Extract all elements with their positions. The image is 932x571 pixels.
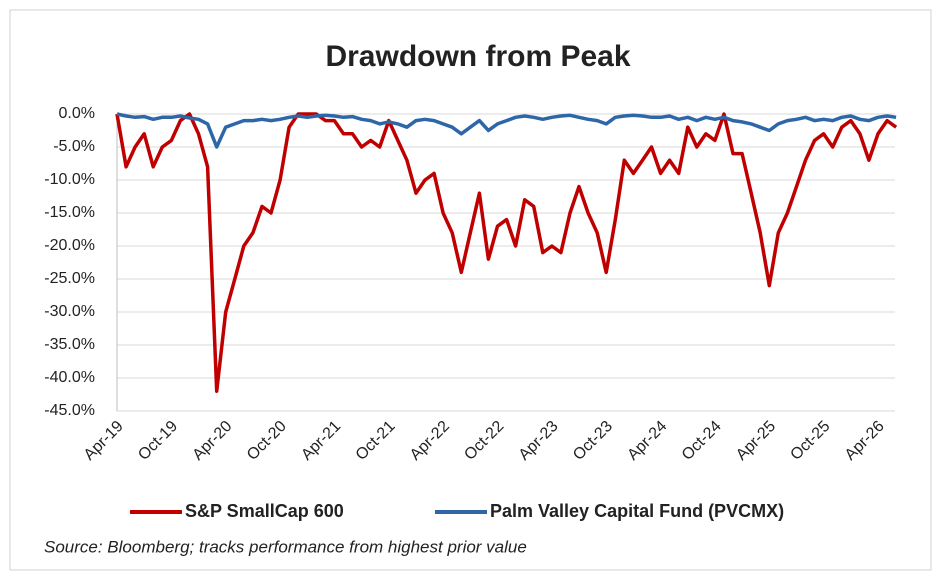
y-tick-label: -40.0% [44, 369, 95, 386]
y-tick-label: 0.0% [59, 105, 95, 122]
series-line [116, 112, 897, 149]
y-tick-label: -10.0% [44, 171, 95, 188]
legend-label: Palm Valley Capital Fund (PVCMX) [490, 501, 784, 521]
y-tick-label: -35.0% [44, 336, 95, 353]
y-tick-label: -5.0% [53, 138, 95, 155]
source-note: Source: Bloomberg; tracks performance fr… [44, 537, 527, 556]
y-tick-label: -30.0% [44, 303, 95, 320]
chart-title: Drawdown from Peak [325, 40, 630, 73]
series-line [115, 112, 898, 393]
y-tick-label: -25.0% [44, 270, 95, 287]
y-tick-label: -15.0% [44, 204, 95, 221]
legend-label: S&P SmallCap 600 [185, 501, 344, 521]
y-tick-label: -45.0% [44, 402, 95, 419]
y-tick-label: -20.0% [44, 237, 95, 254]
chart-frame [9, 9, 932, 571]
